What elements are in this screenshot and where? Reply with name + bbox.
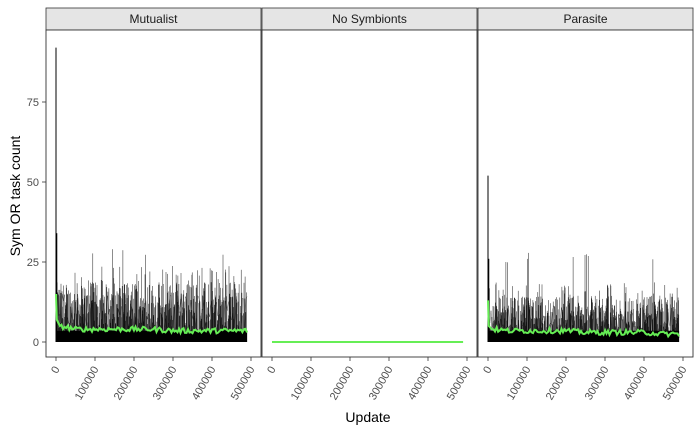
x-tick-label: 200000 [544,365,573,403]
replicate-series [488,304,680,343]
replicate-floor-band [56,330,248,342]
replicate-series [56,293,248,342]
replicate-floor-band [488,330,680,342]
y-tick-label: 0 [33,337,39,349]
y-axis-title: Sym OR task count [7,136,23,257]
y-tick-label: 75 [27,97,39,109]
x-tick-label: 0 [265,365,278,376]
x-tick-label: 0 [481,365,494,376]
x-axis-title: Update [345,409,390,425]
x-tick-label: 300000 [367,365,396,403]
facet-panels: Mutualist No Symbionts Parasite [45,7,694,358]
x-axis: 0 100000 200000 300000 400000 500000 [265,357,474,403]
y-axis: 0 25 50 75 [27,97,46,349]
x-tick-label: 200000 [112,365,141,403]
x-tick-label: 500000 [229,365,258,403]
y-tick-label: 50 [27,177,39,189]
facet-strip-label: Parasite [563,12,607,26]
facet-strip-label: Mutualist [129,12,178,26]
mean-line [55,293,249,336]
x-tick-label: 300000 [151,365,180,403]
x-tick-label: 400000 [622,365,651,403]
x-tick-label: 100000 [73,365,102,403]
x-tick-label: 100000 [289,365,318,403]
x-tick-label: 400000 [190,365,219,403]
x-tick-label: 500000 [661,365,690,403]
x-axis: 0 100000 200000 300000 400000 500000 [49,357,258,403]
x-axes: 0 100000 200000 300000 400000 500000 0 100000 20… [49,357,690,403]
x-tick-label: 100000 [505,365,534,403]
panel-border [477,29,694,358]
x-tick-label: 300000 [583,365,612,403]
x-tick-label: 500000 [445,365,474,403]
panel-background [262,30,477,357]
panel-border [261,29,478,358]
facet-panel: No Symbionts [261,7,478,358]
panel-border [45,29,262,358]
x-tick-label: 200000 [328,365,357,403]
facet-panel: Mutualist [45,7,262,358]
y-tick-label: 25 [27,257,39,269]
x-axis: 0 100000 200000 300000 400000 500000 [481,357,690,403]
mean-line [487,300,680,339]
facet-strip-label: No Symbionts [332,12,407,26]
facet-panel: Parasite [477,7,694,358]
x-tick-label: 400000 [406,365,435,403]
x-tick-label: 0 [49,365,62,376]
